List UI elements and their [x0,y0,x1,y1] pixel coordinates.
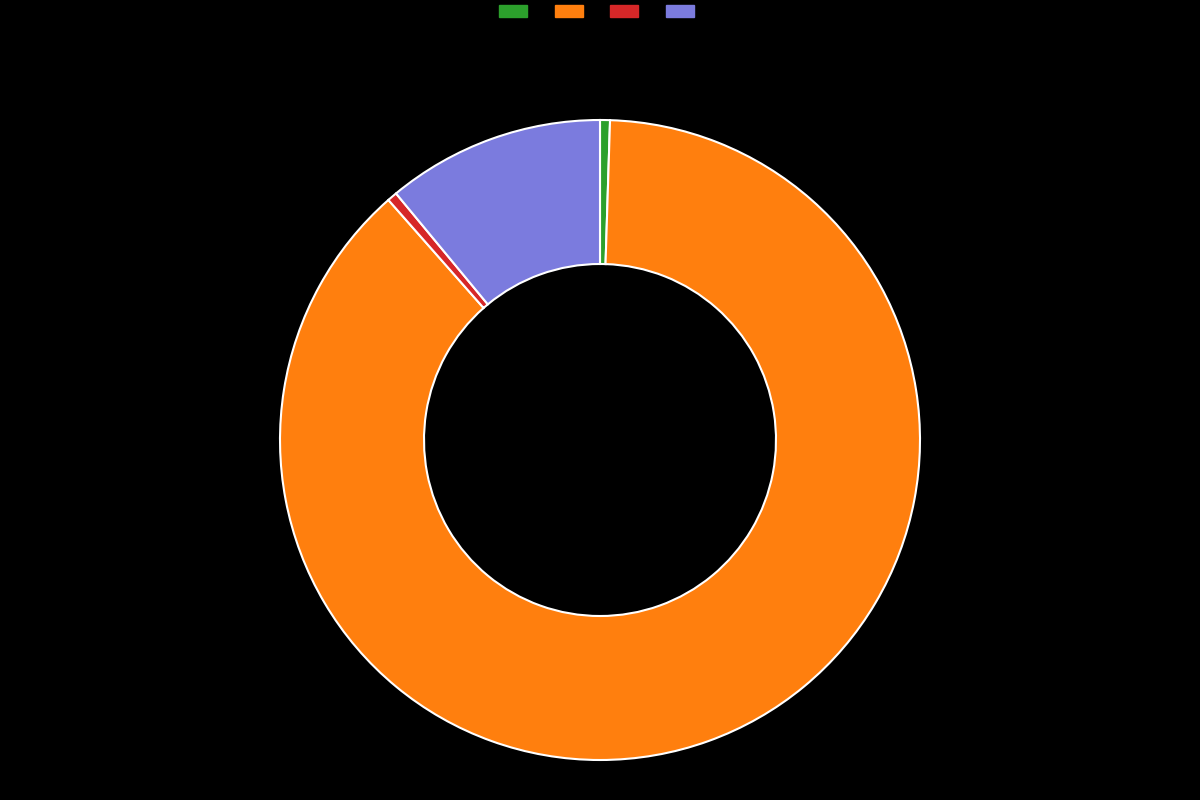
Legend: , , , : , , , [493,0,707,24]
Wedge shape [389,194,488,308]
Wedge shape [396,120,600,304]
Wedge shape [600,120,610,264]
Wedge shape [280,120,920,760]
